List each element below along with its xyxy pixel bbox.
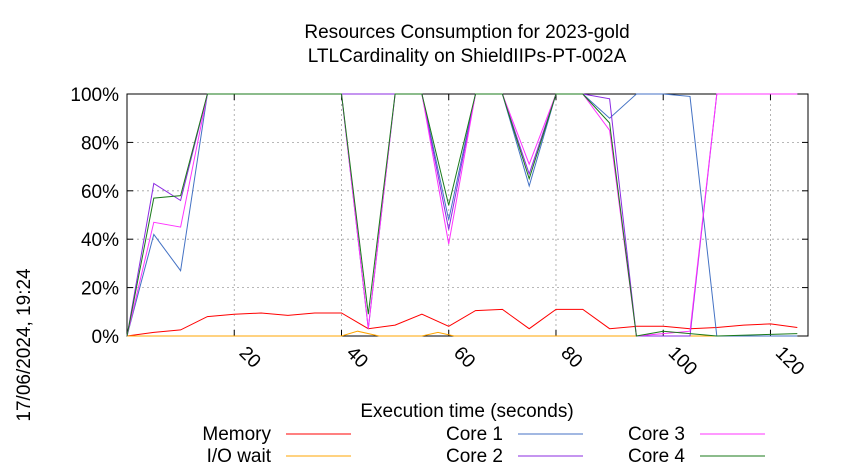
legend-label-core-4: Core 4 — [628, 446, 685, 467]
x-tick-label: 60 — [449, 343, 479, 373]
legend-label-core-3: Core 3 — [628, 424, 685, 445]
legend-label-memory: Memory — [202, 424, 271, 445]
timestamp-label: 17/06/2024, 19:24 — [14, 268, 35, 422]
series-line-memory — [126, 308, 798, 337]
x-tick-label: 100 — [664, 343, 701, 380]
grid-lines — [127, 94, 808, 336]
x-tick-label: 80 — [556, 343, 586, 373]
y-tick-label: 60% — [81, 182, 119, 203]
y-tick-label: 40% — [81, 230, 119, 251]
y-tick-label: 80% — [81, 133, 119, 154]
x-tick-label: 120 — [771, 343, 808, 380]
y-tick-label: 0% — [92, 327, 120, 348]
legend-label-core-2: Core 2 — [446, 446, 503, 467]
legend-label-i-o-wait: I/O wait — [207, 446, 272, 467]
legend-label-core-1: Core 1 — [446, 424, 503, 445]
series-lines — [126, 93, 798, 337]
x-tick-label: 40 — [342, 343, 372, 373]
x-axis-ticks: 20 40 60 80 100 120 — [233, 94, 808, 380]
y-tick-label: 20% — [81, 279, 119, 300]
series-line-core-3 — [126, 93, 798, 337]
series-line-core-4 — [126, 93, 798, 337]
y-tick-label: 100% — [70, 85, 119, 106]
chart-title-line-2: LTLCardinality on ShieldIIPs-PT-002A — [308, 46, 627, 67]
series-line-core-2 — [126, 93, 798, 337]
y-axis-ticks: 0% 20% 40% 60% 80% 100% — [70, 85, 808, 348]
series-line-core-1 — [126, 93, 798, 337]
x-tick-label: 20 — [235, 343, 265, 373]
chart-title-line-1: Resources Consumption for 2023-gold — [304, 22, 629, 43]
series-line-i-o-wait — [127, 330, 798, 337]
x-axis-label: Execution time (seconds) — [360, 401, 573, 422]
